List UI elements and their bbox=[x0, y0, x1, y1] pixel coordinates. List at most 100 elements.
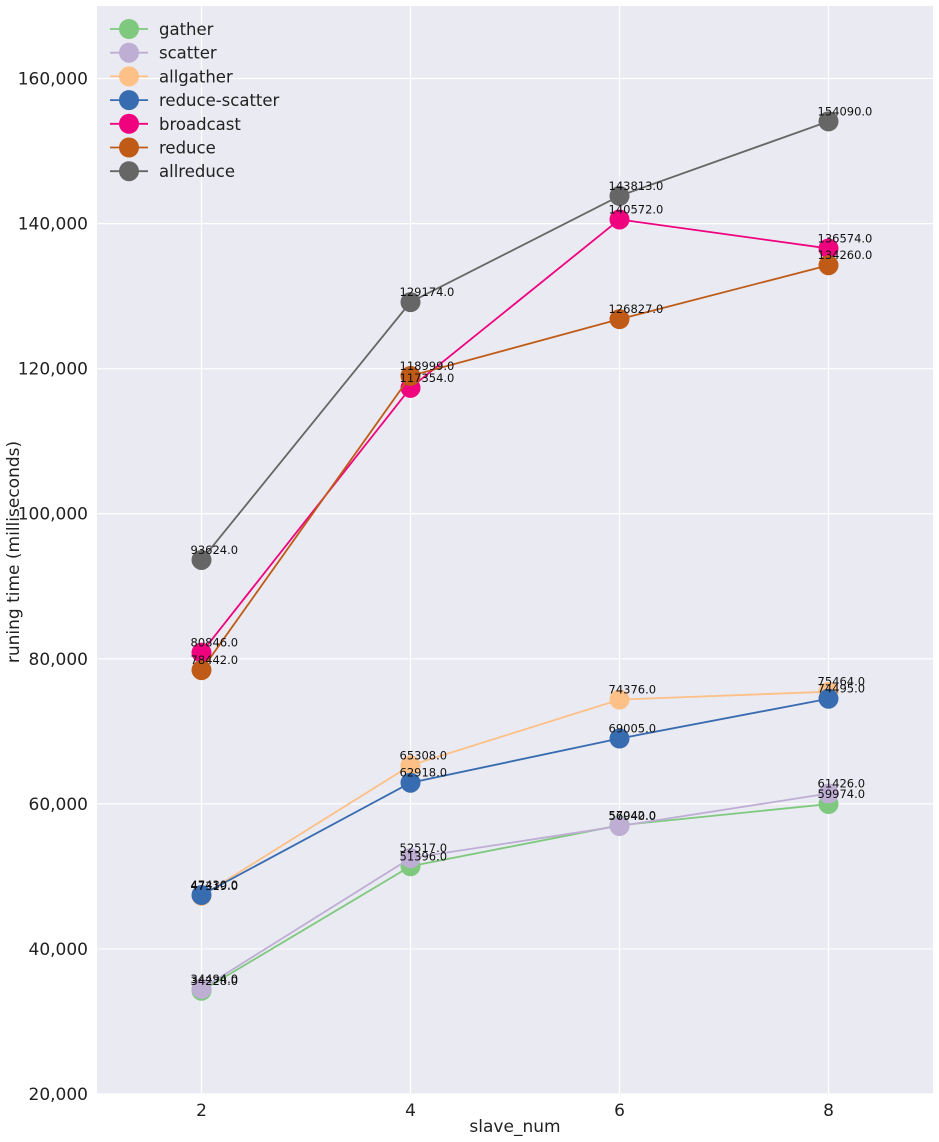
data-point-reduce-scatter[interactable] bbox=[400, 772, 421, 793]
grid bbox=[97, 6, 933, 1095]
y-axis-ticks: 20,000 40,000 60,000 80,000 100,000 120,000 14… bbox=[18, 70, 88, 1105]
series-scatter bbox=[191, 783, 839, 999]
data-label-broadcast: 140572.0 bbox=[609, 202, 664, 216]
data-label-broadcast: 117354.0 bbox=[400, 371, 455, 385]
data-label-allreduce: 154090.0 bbox=[818, 104, 873, 118]
y-tick-label: 120,000 bbox=[18, 360, 88, 380]
data-point-reduce-scatter[interactable] bbox=[818, 688, 839, 709]
data-label-allgather: 47319.0 bbox=[191, 879, 239, 893]
plot-background bbox=[97, 6, 933, 1094]
legend-marker bbox=[119, 137, 139, 158]
data-point-allreduce[interactable] bbox=[191, 549, 212, 570]
data-label-reduce-scatter: 74495.0 bbox=[818, 682, 866, 696]
series-line-allgather bbox=[201, 690, 829, 897]
data-point-reduce-scatter[interactable] bbox=[191, 885, 212, 906]
series-line-broadcast bbox=[200, 218, 829, 654]
data-point-allreduce[interactable] bbox=[609, 185, 630, 206]
legend-marker bbox=[119, 19, 139, 39]
data-point-allreduce[interactable] bbox=[400, 292, 421, 313]
data-point-allgather[interactable] bbox=[400, 755, 421, 776]
data-label-scatter: 61426.0 bbox=[818, 777, 866, 791]
legend-label: broadcast bbox=[159, 115, 241, 134]
data-point-broadcast[interactable] bbox=[609, 209, 630, 230]
legend-marker bbox=[119, 66, 139, 87]
data-label-allreduce: 143813.0 bbox=[609, 179, 664, 193]
data-point-scatter[interactable] bbox=[818, 783, 839, 804]
legend-label: allreduce bbox=[159, 162, 235, 181]
data-point-scatter[interactable] bbox=[191, 978, 212, 999]
data-point-reduce[interactable] bbox=[609, 309, 630, 330]
data-label-reduce: 118999.0 bbox=[400, 359, 455, 373]
y-tick-label: 80,000 bbox=[29, 650, 88, 670]
series-reduce bbox=[191, 255, 839, 681]
data-label-allgather: 75464.0 bbox=[818, 675, 866, 689]
y-tick-label: 140,000 bbox=[18, 215, 88, 235]
data-label-scatter: 34494.0 bbox=[191, 972, 239, 986]
series-line-gather bbox=[201, 803, 829, 992]
legend-marker bbox=[119, 113, 139, 134]
series-group bbox=[191, 111, 839, 1001]
x-axis-ticks: 2 4 6 8 bbox=[196, 1101, 834, 1121]
series-reduce-scatter bbox=[191, 688, 839, 906]
data-label-reduce-scatter: 47430.0 bbox=[191, 878, 239, 892]
legend[interactable]: gather scatter allgather reduce-scatter broa… bbox=[110, 19, 280, 182]
legend-marker bbox=[119, 42, 139, 63]
series-line-scatter bbox=[201, 792, 829, 990]
legend-item-reduce[interactable]: reduce bbox=[110, 137, 216, 158]
data-point-broadcast[interactable] bbox=[818, 238, 839, 259]
x-tick-label: 2 bbox=[196, 1101, 207, 1121]
legend-label: gather bbox=[159, 20, 214, 39]
y-axis-label: runing time (milliseconds) bbox=[4, 441, 24, 663]
data-point-scatter[interactable] bbox=[400, 848, 421, 869]
data-point-reduce-scatter[interactable] bbox=[609, 728, 630, 749]
series-line-reduce-scatter bbox=[201, 697, 829, 896]
data-label-allgather: 65308.0 bbox=[400, 748, 448, 762]
data-label-broadcast: 80846.0 bbox=[191, 636, 239, 650]
legend-item-broadcast[interactable]: broadcast bbox=[110, 113, 241, 134]
y-tick-label: 160,000 bbox=[18, 70, 88, 90]
data-label-gather: 51396.0 bbox=[400, 849, 448, 863]
legend-item-scatter[interactable]: scatter bbox=[110, 42, 217, 63]
legend-label: allgather bbox=[159, 67, 233, 86]
data-point-allreduce[interactable] bbox=[818, 111, 839, 132]
data-labels: 34228.0 51396.0 57042.0 59974.0 34494.0 52517… bbox=[191, 104, 873, 987]
y-tick-label: 60,000 bbox=[29, 795, 88, 815]
legend-label: scatter bbox=[159, 44, 217, 63]
data-label-reduce: 78442.0 bbox=[191, 653, 239, 667]
data-point-reduce[interactable] bbox=[818, 255, 839, 276]
data-point-allgather[interactable] bbox=[609, 689, 630, 710]
series-allreduce bbox=[191, 111, 839, 570]
data-label-allreduce: 129174.0 bbox=[400, 285, 455, 299]
data-label-reduce: 126827.0 bbox=[609, 302, 664, 316]
data-point-reduce[interactable] bbox=[191, 660, 212, 681]
legend-marker bbox=[119, 90, 139, 111]
data-label-allreduce: 93624.0 bbox=[191, 543, 239, 557]
data-point-broadcast[interactable] bbox=[191, 642, 212, 663]
data-point-scatter[interactable] bbox=[609, 816, 630, 837]
legend-item-reduce-scatter[interactable]: reduce-scatter bbox=[110, 90, 280, 111]
legend-label: reduce bbox=[159, 139, 216, 158]
x-tick-label: 6 bbox=[614, 1101, 625, 1121]
legend-item-allgather[interactable]: allgather bbox=[110, 66, 233, 87]
y-tick-label: 40,000 bbox=[29, 940, 88, 960]
legend-item-gather[interactable]: gather bbox=[110, 19, 214, 39]
x-axis-label: slave_num bbox=[469, 1117, 560, 1137]
data-label-gather: 59974.0 bbox=[818, 787, 866, 801]
data-label-scatter: 56940.0 bbox=[609, 809, 657, 823]
legend-label: reduce-scatter bbox=[159, 91, 280, 110]
series-line-reduce bbox=[200, 264, 829, 671]
legend-item-allreduce[interactable]: allreduce bbox=[110, 161, 235, 182]
data-label-gather: 34228.0 bbox=[191, 974, 239, 988]
data-label-scatter: 52517.0 bbox=[400, 841, 448, 855]
y-tick-label: 20,000 bbox=[29, 1085, 88, 1105]
data-point-reduce[interactable] bbox=[400, 365, 421, 386]
x-tick-label: 8 bbox=[823, 1101, 834, 1121]
data-label-allgather: 74376.0 bbox=[609, 683, 657, 697]
data-label-reduce-scatter: 69005.0 bbox=[609, 722, 657, 736]
x-tick-label: 4 bbox=[405, 1101, 416, 1121]
legend-marker bbox=[119, 161, 139, 182]
data-label-reduce: 134260.0 bbox=[818, 248, 873, 262]
data-label-reduce-scatter: 62918.0 bbox=[400, 766, 448, 780]
series-line-allreduce bbox=[200, 120, 829, 561]
